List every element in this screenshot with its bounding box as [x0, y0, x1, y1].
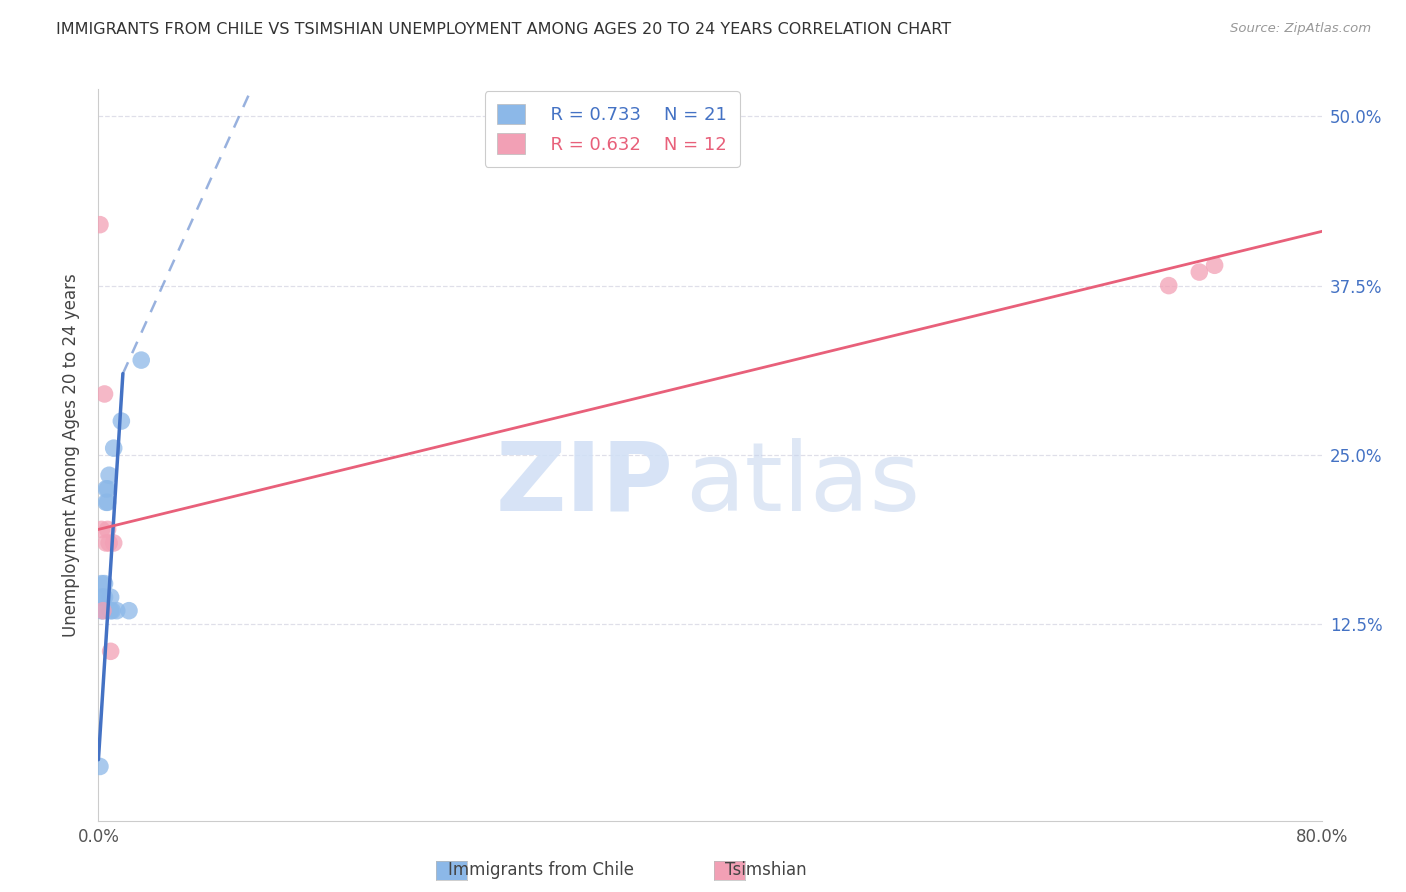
- Point: [93, 387, 115, 401]
- Point: [90, 604, 112, 618]
- Point: [100, 644, 122, 658]
- Point: [98, 536, 121, 550]
- Point: [101, 604, 124, 618]
- Point: [100, 590, 122, 604]
- Text: Immigrants from Chile: Immigrants from Chile: [449, 861, 634, 879]
- Point: [90, 523, 112, 537]
- Point: [105, 604, 128, 618]
- Point: [118, 604, 141, 618]
- Point: [89, 218, 111, 232]
- Point: [94, 482, 117, 496]
- Point: [1157, 278, 1180, 293]
- Point: [97, 482, 120, 496]
- Text: Tsimshian: Tsimshian: [725, 861, 807, 879]
- Point: [1188, 265, 1211, 279]
- Text: atlas: atlas: [686, 438, 921, 531]
- Point: [93, 576, 115, 591]
- Point: [90, 576, 112, 591]
- Legend:   R = 0.733    N = 21,   R = 0.632    N = 12: R = 0.733 N = 21, R = 0.632 N = 12: [485, 91, 740, 167]
- Point: [91, 604, 114, 618]
- Point: [93, 590, 115, 604]
- Point: [94, 536, 117, 550]
- Point: [91, 604, 114, 618]
- Point: [94, 495, 117, 509]
- Point: [98, 468, 121, 483]
- Point: [110, 414, 132, 428]
- Text: IMMIGRANTS FROM CHILE VS TSIMSHIAN UNEMPLOYMENT AMONG AGES 20 TO 24 YEARS CORREL: IMMIGRANTS FROM CHILE VS TSIMSHIAN UNEMP…: [56, 22, 952, 37]
- Point: [129, 353, 152, 368]
- Point: [97, 495, 120, 509]
- Point: [97, 523, 120, 537]
- Point: [103, 441, 125, 455]
- Point: [100, 604, 122, 618]
- Text: ZIP: ZIP: [495, 438, 673, 531]
- Point: [91, 590, 114, 604]
- Point: [1204, 258, 1226, 272]
- Point: [90, 590, 112, 604]
- Y-axis label: Unemployment Among Ages 20 to 24 years: Unemployment Among Ages 20 to 24 years: [62, 273, 80, 637]
- Point: [89, 759, 111, 773]
- Point: [103, 536, 125, 550]
- Text: Source: ZipAtlas.com: Source: ZipAtlas.com: [1230, 22, 1371, 36]
